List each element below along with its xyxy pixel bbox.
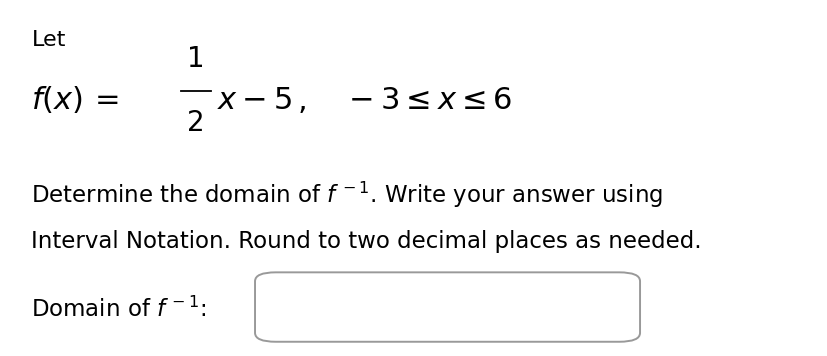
Text: $2$: $2$	[186, 109, 203, 137]
Text: Domain of $f^{\,-1}$:: Domain of $f^{\,-1}$:	[31, 297, 207, 322]
Text: $1$: $1$	[186, 45, 203, 73]
Text: Let: Let	[31, 30, 66, 50]
Text: $x - 5\,,\quad -3 \leq x \leq 6$: $x - 5\,,\quad -3 \leq x \leq 6$	[217, 85, 512, 115]
Text: Determine the domain of $f^{\,-1}$. Write your answer using: Determine the domain of $f^{\,-1}$. Writ…	[31, 180, 662, 210]
Text: $f(x)\,=\,$: $f(x)\,=\,$	[31, 84, 119, 115]
Text: Interval Notation. Round to two decimal places as needed.: Interval Notation. Round to two decimal …	[31, 230, 701, 253]
